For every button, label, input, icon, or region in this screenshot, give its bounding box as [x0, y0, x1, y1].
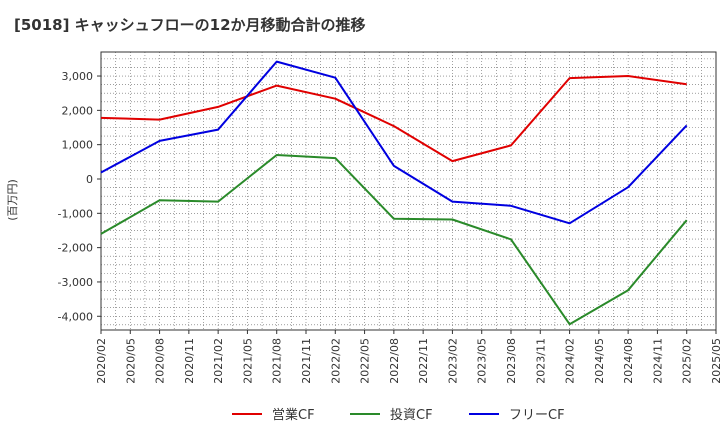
y-tick-label: 2,000: [62, 104, 94, 117]
chart-title: [5018] キャッシュフローの12か月移動合計の推移: [14, 16, 366, 34]
y-tick-label: -2,000: [58, 242, 93, 255]
x-tick-label: 2022/11: [417, 338, 430, 384]
x-tick-label: 2024/08: [622, 338, 635, 384]
y-tick-label: -1,000: [58, 207, 93, 220]
legend-label-2: 投資CF: [390, 407, 433, 423]
x-tick-label: 2023/05: [476, 338, 489, 384]
plot-frame: [100, 51, 717, 331]
x-tick-label: 2022/02: [329, 338, 342, 384]
x-tick-label: 2021/02: [212, 338, 225, 384]
x-tick-label: 2021/11: [300, 338, 313, 384]
x-tick-label: 2025/05: [710, 338, 720, 384]
x-tick-label: 2021/08: [271, 338, 284, 384]
y-tick-label: 3,000: [62, 70, 94, 83]
x-tick-label: 2021/05: [241, 338, 254, 384]
y-tick-label: 0: [86, 173, 93, 186]
x-tick-label: 2024/02: [564, 338, 577, 384]
x-tick-label: 2025/02: [681, 338, 694, 384]
y-tick-label: 1,000: [62, 139, 94, 152]
x-tick-label: 2022/08: [388, 338, 401, 384]
legend-label-1: 営業CF: [272, 407, 315, 423]
y-tick-label: -4,000: [58, 310, 93, 323]
legend: 営業CF 投資CF フリーCF: [232, 407, 565, 423]
axes: [100, 51, 717, 331]
x-tick-label: 2024/05: [593, 338, 606, 384]
x-tick-label: 2023/11: [534, 338, 547, 384]
y-ticks: 3,000 2,000 1,000 0 -1,000 -2,000 -3,000 -4,000: [58, 70, 101, 323]
x-tick-label: 2020/05: [124, 338, 137, 384]
x-tick-label: 2023/02: [446, 338, 459, 384]
x-tick-label: 2020/11: [183, 338, 196, 384]
x-tick-label: 2024/11: [651, 338, 664, 384]
x-tick-label: 2022/05: [359, 338, 372, 384]
grid: [100, 52, 717, 330]
x-tick-label: 2023/08: [505, 338, 518, 384]
y-tick-label: -3,000: [58, 276, 93, 289]
series-lines: [100, 60, 688, 326]
y-axis-label: (百万円): [6, 179, 19, 221]
x-tick-label: 2020/08: [154, 338, 167, 384]
legend-label-3: フリーCF: [509, 408, 565, 423]
x-tick-label: 2020/02: [95, 338, 108, 384]
x-ticks: 2020/02 2020/05 2020/08 2020/11 2021/02 2021/…: [95, 330, 720, 384]
